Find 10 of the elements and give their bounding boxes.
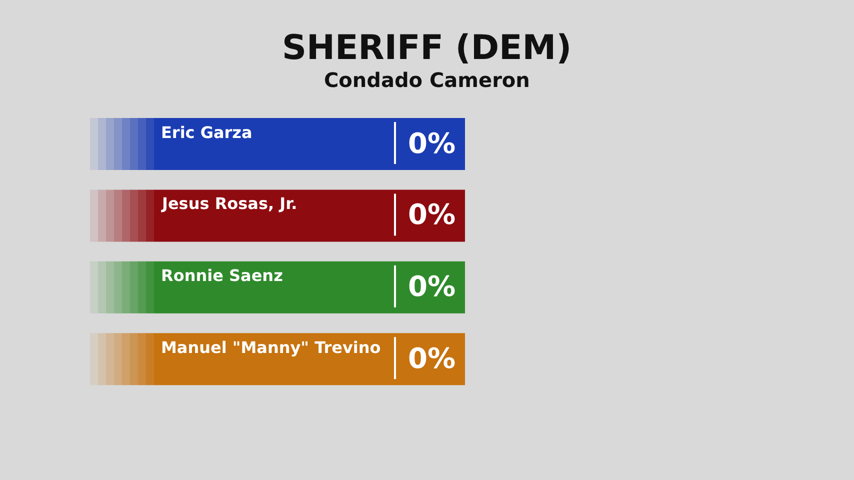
data-label: 0%: [408, 270, 456, 303]
data-label: 0%: [408, 198, 456, 231]
data-label: 0%: [408, 127, 456, 160]
category-label: Manuel "Manny" Trevino: [161, 338, 381, 357]
data-label: 0%: [408, 342, 456, 375]
category-label: Ronnie Saenz: [161, 266, 283, 285]
category-label: Jesus Rosas, Jr.: [161, 194, 298, 213]
category-label: Eric Garza: [161, 123, 252, 142]
text: SHERIFF (DEM): [282, 28, 572, 68]
text: Condado Cameron: [324, 68, 530, 92]
